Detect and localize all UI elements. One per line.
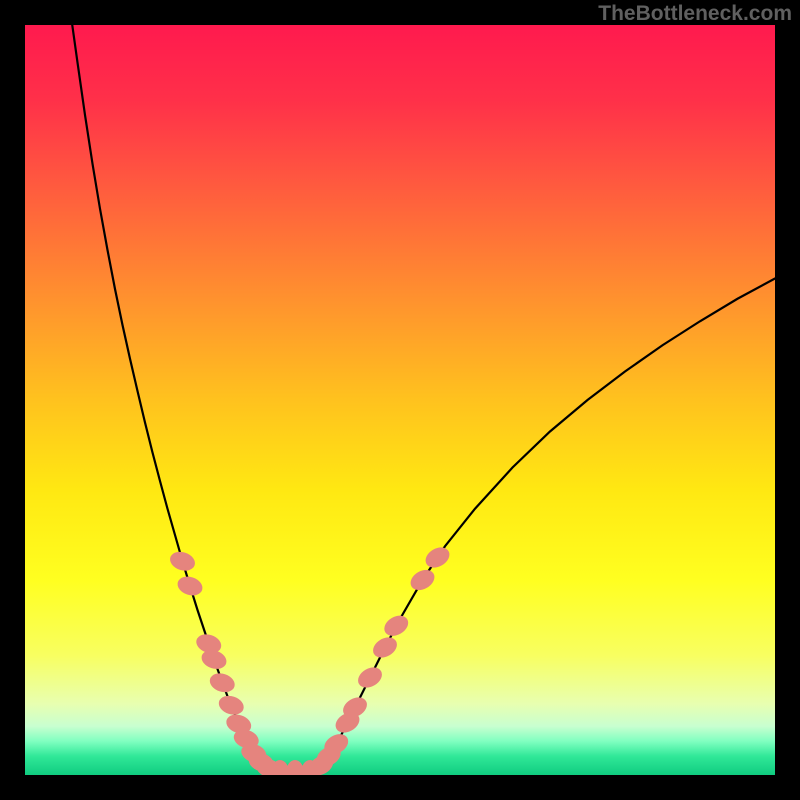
heat-gradient-background: [25, 25, 775, 775]
bottleneck-v-curve-chart: [25, 25, 775, 775]
chart-frame: TheBottleneck.com: [0, 0, 800, 800]
watermark-text: TheBottleneck.com: [598, 2, 792, 26]
